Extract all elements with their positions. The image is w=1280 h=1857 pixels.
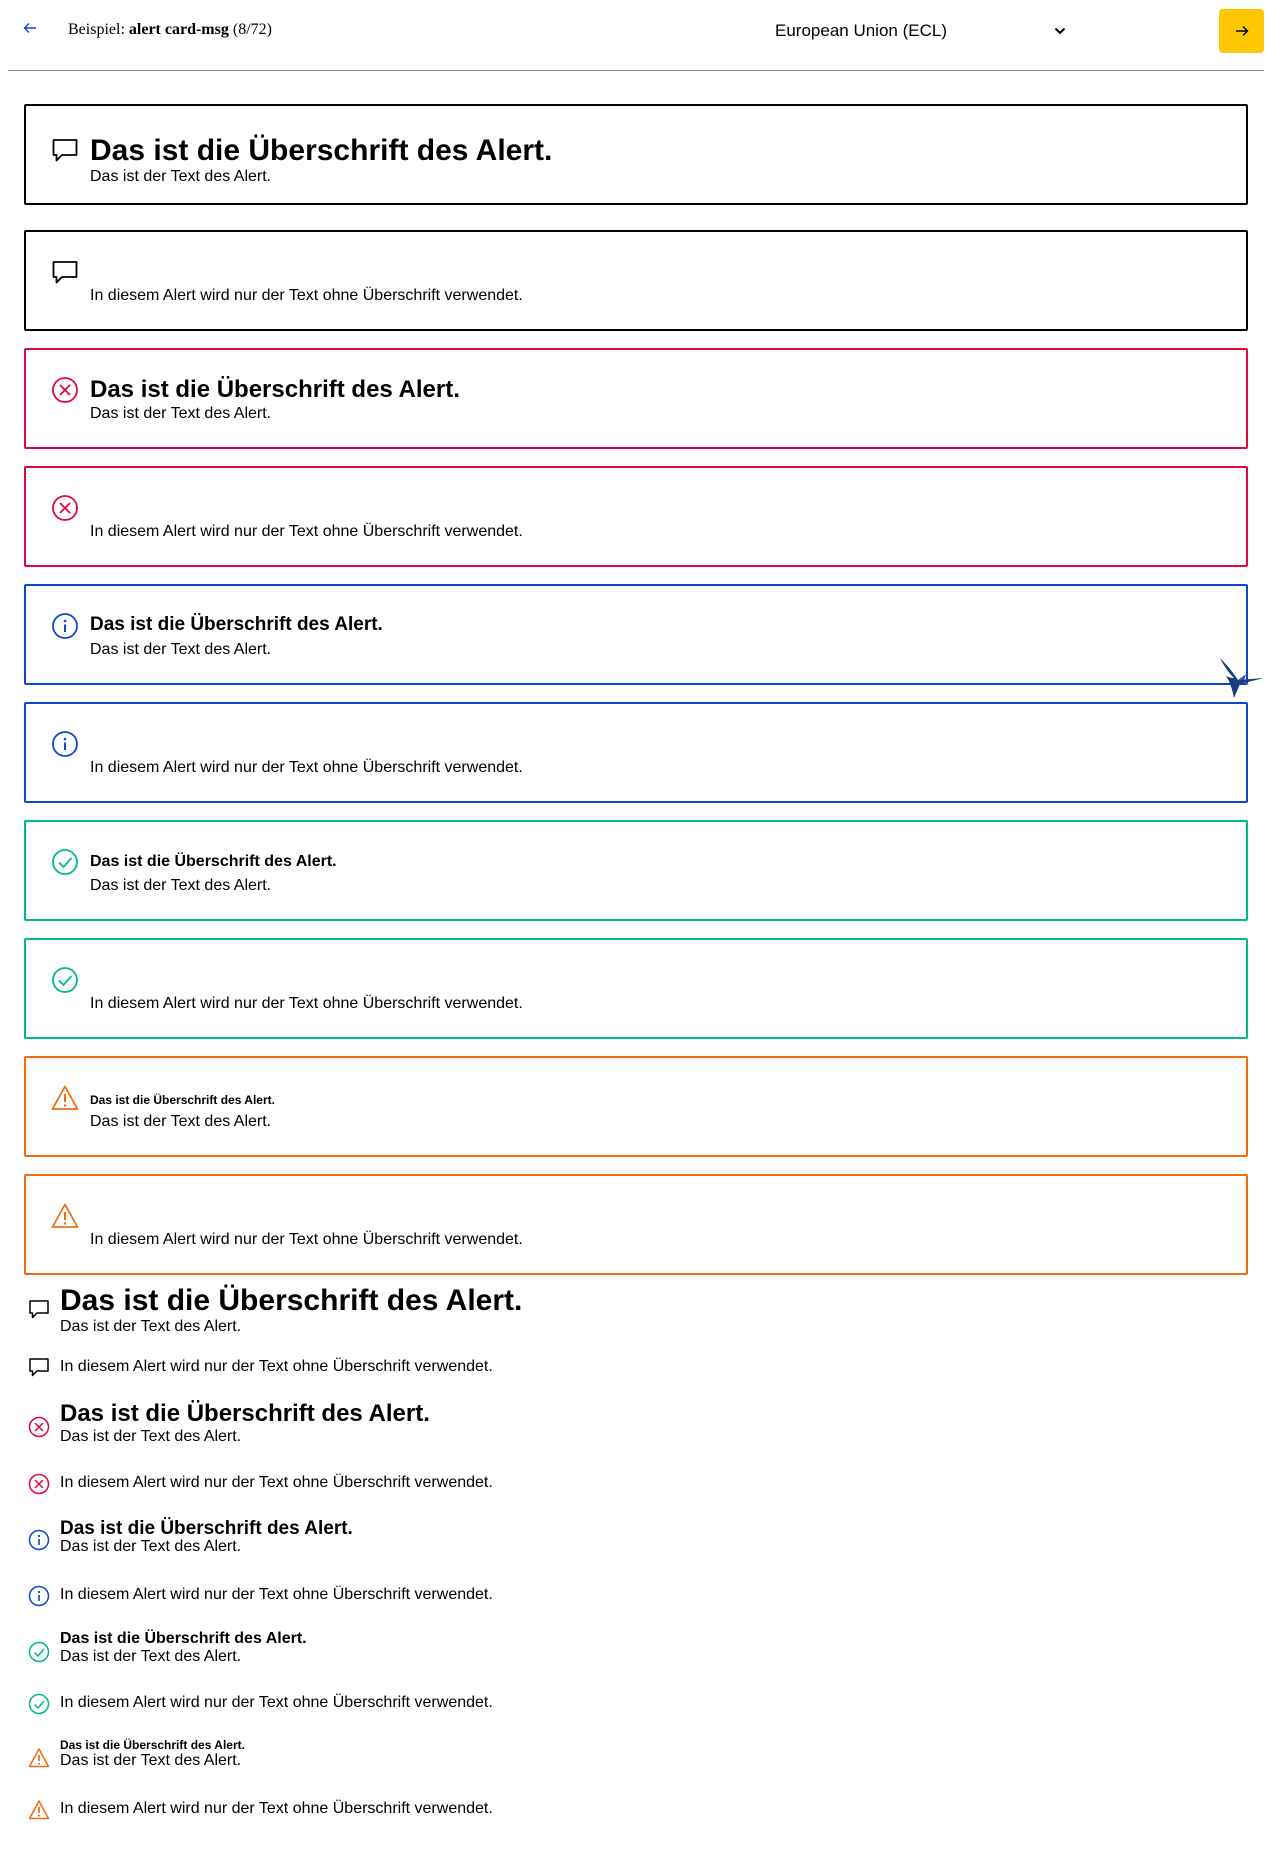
alert-plain-info: Das ist die Überschrift des Alert. Das i… <box>28 1518 928 1562</box>
alert-text: Das ist der Text des Alert. <box>60 1318 242 1335</box>
example-name: alert card-msg <box>128 21 229 38</box>
alert-text: Das ist der Text des Alert. <box>60 1752 242 1769</box>
alert-title: Das ist die Überschrift des Alert. <box>90 1093 275 1107</box>
alert-title: Das ist die Überschrift des Alert. <box>90 853 337 870</box>
info-circle-icon <box>28 1529 50 1551</box>
alert-plain-success-text-only: In diesem Alert wird nur der Text ohne Ü… <box>28 1690 928 1718</box>
alert-plain-warning: Das ist die Überschrift des Alert. Das i… <box>28 1738 928 1774</box>
info-circle-icon <box>52 613 78 639</box>
alert-text: Das ist der Text des Alert. <box>90 168 272 185</box>
alert-text: Das ist der Text des Alert. <box>90 641 272 658</box>
alert-plain-info-text-only: In diesem Alert wird nur der Text ohne Ü… <box>28 1582 928 1610</box>
example-label: Beispiel: alert card-msg (8/72) <box>68 21 272 39</box>
alert-title: Das ist die Überschrift des Alert. <box>60 1518 353 1539</box>
top-bar: Beispiel: alert card-msg (8/72) European U… <box>0 0 1280 62</box>
alert-plain-success: Das ist die Überschrift des Alert. Das i… <box>28 1630 928 1670</box>
alert-plain-neutral-text-only: In diesem Alert wird nur der Text ohne Ü… <box>28 1354 928 1382</box>
alert-text: In diesem Alert wird nur der Text ohne Ü… <box>90 523 523 540</box>
check-circle-icon <box>52 967 78 993</box>
theme-select-value: European Union (ECL) <box>775 21 947 40</box>
alert-card-error: Das ist die Überschrift des Alert. Das i… <box>24 348 1248 449</box>
alert-text: In diesem Alert wird nur der Text ohne Ü… <box>60 1586 493 1603</box>
alert-card-success-text-only: In diesem Alert wird nur der Text ohne Ü… <box>24 938 1248 1039</box>
alert-plain-error-text-only: In diesem Alert wird nur der Text ohne Ü… <box>28 1470 928 1498</box>
theme-select[interactable]: European Union (ECL) <box>765 14 1080 48</box>
check-circle-icon <box>28 1641 50 1663</box>
header-divider <box>8 70 1264 71</box>
speech-bubble-icon <box>52 261 78 284</box>
warning-triangle-icon <box>51 1203 79 1228</box>
alert-card-info-text-only: In diesem Alert wird nur der Text ohne Ü… <box>24 702 1248 803</box>
info-circle-icon <box>28 1585 50 1607</box>
alert-title: Das ist die Überschrift des Alert. <box>60 1630 307 1647</box>
check-circle-icon <box>28 1693 50 1715</box>
alert-text: Das ist der Text des Alert. <box>90 1113 272 1130</box>
alert-text: Das ist der Text des Alert. <box>90 877 272 894</box>
alert-plain-error: Das ist die Überschrift des Alert. Das i… <box>28 1400 928 1448</box>
example-prefix: Beispiel: <box>68 21 125 38</box>
alert-text: Das ist der Text des Alert. <box>60 1648 242 1665</box>
next-button[interactable] <box>1219 9 1264 53</box>
alert-text: In diesem Alert wird nur der Text ohne Ü… <box>90 1231 523 1248</box>
alert-title: Das ist die Überschrift des Alert. <box>60 1738 245 1752</box>
warning-triangle-icon <box>28 1748 50 1768</box>
alert-title: Das ist die Überschrift des Alert. <box>60 1284 523 1317</box>
back-button[interactable] <box>16 14 44 42</box>
alert-title: Das ist die Überschrift des Alert. <box>60 1400 430 1427</box>
speech-bubble-icon <box>52 139 78 162</box>
example-count: (8/72) <box>232 21 272 38</box>
alert-card-success: Das ist die Überschrift des Alert. Das i… <box>24 820 1248 921</box>
alert-plain-neutral: Das ist die Überschrift des Alert. Das i… <box>28 1284 928 1344</box>
warning-triangle-icon <box>51 1085 79 1110</box>
check-circle-icon <box>52 849 78 875</box>
arrow-right-icon <box>1235 26 1248 36</box>
alert-text: Das ist der Text des Alert. <box>60 1428 242 1445</box>
alert-card-neutral-text-only: In diesem Alert wird nur der Text ohne Ü… <box>24 230 1248 331</box>
alert-text: Das ist der Text des Alert. <box>60 1538 242 1555</box>
error-circle-icon <box>28 1473 50 1495</box>
error-circle-icon <box>28 1416 50 1438</box>
alert-text: In diesem Alert wird nur der Text ohne Ü… <box>90 287 523 304</box>
chevron-down-icon <box>1054 27 1066 35</box>
warning-triangle-icon <box>28 1800 50 1820</box>
alert-text: In diesem Alert wird nur der Text ohne Ü… <box>90 759 523 776</box>
error-circle-icon <box>52 377 78 403</box>
info-circle-icon <box>52 731 78 757</box>
alert-title: Das ist die Überschrift des Alert. <box>90 376 460 403</box>
bird-logo-icon <box>1220 658 1264 698</box>
alert-title: Das ist die Überschrift des Alert. <box>90 134 553 167</box>
arrow-left-icon <box>23 23 36 33</box>
alert-text: Das ist der Text des Alert. <box>90 405 272 422</box>
alert-plain-warning-text-only: In diesem Alert wird nur der Text ohne Ü… <box>28 1796 928 1824</box>
alert-text: In diesem Alert wird nur der Text ohne Ü… <box>60 1694 493 1711</box>
speech-bubble-icon <box>29 1358 49 1377</box>
alert-text: In diesem Alert wird nur der Text ohne Ü… <box>60 1358 493 1375</box>
error-circle-icon <box>52 495 78 521</box>
alert-card-info: Das ist die Überschrift des Alert. Das i… <box>24 584 1248 685</box>
alert-card-warning: Das ist die Überschrift des Alert. Das i… <box>24 1056 1248 1157</box>
speech-bubble-icon <box>29 1300 49 1319</box>
alert-title: Das ist die Überschrift des Alert. <box>90 614 383 635</box>
alert-card-warning-text-only: In diesem Alert wird nur der Text ohne Ü… <box>24 1174 1248 1275</box>
alert-text: In diesem Alert wird nur der Text ohne Ü… <box>60 1474 493 1491</box>
alert-card-error-text-only: In diesem Alert wird nur der Text ohne Ü… <box>24 466 1248 567</box>
alert-card-neutral: Das ist die Überschrift des Alert. Das i… <box>24 104 1248 205</box>
alert-text: In diesem Alert wird nur der Text ohne Ü… <box>60 1800 493 1817</box>
alert-text: In diesem Alert wird nur der Text ohne Ü… <box>90 995 523 1012</box>
